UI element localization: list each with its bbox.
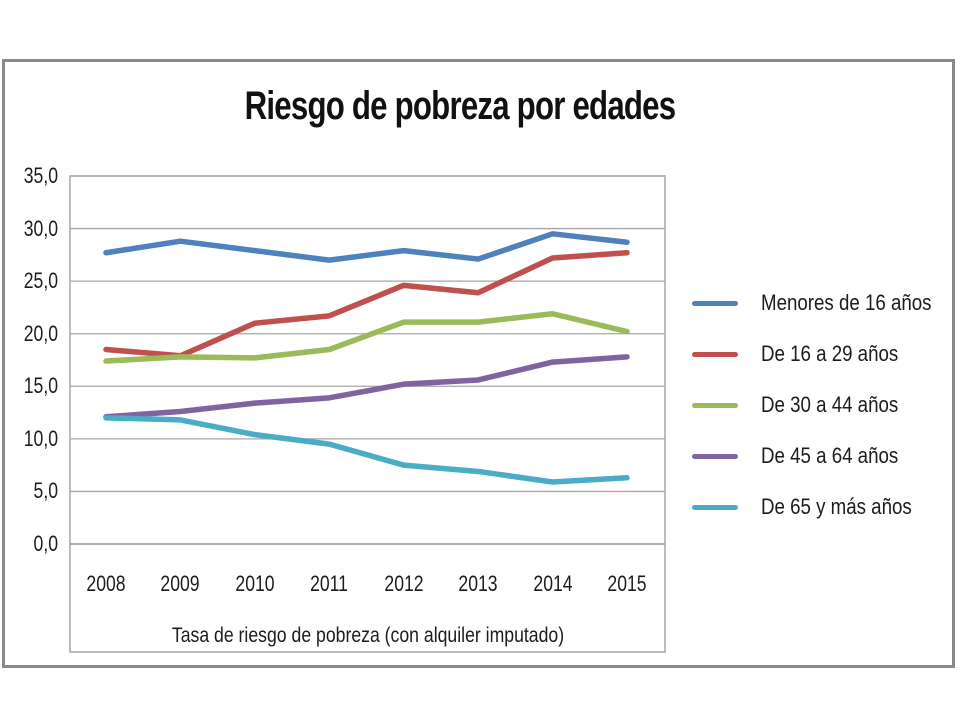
y-tick-label: 30,0	[23, 215, 58, 241]
series-line	[103, 354, 630, 420]
legend-label: De 65 y más años	[761, 494, 912, 519]
legend-item: De 65 y más años	[692, 494, 960, 519]
x-tick-label: 2008	[86, 571, 126, 596]
x-tick-label: 2011	[310, 571, 349, 596]
y-tick-label: 25,0	[23, 268, 58, 294]
x-axis-title: Tasa de riesgo de pobreza (con alquiler …	[171, 624, 565, 647]
series-line	[103, 310, 630, 364]
legend-item: Menores de 16 años	[692, 290, 960, 315]
legend-label: Menores de 16 años	[761, 290, 932, 315]
x-tick-label: 2009	[160, 571, 200, 596]
series-line	[103, 415, 630, 485]
plot-border	[69, 175, 666, 653]
legend-label: De 45 a 64 años	[761, 443, 899, 468]
x-tick-label: 2013	[458, 571, 498, 596]
legend-line-swatch	[692, 351, 738, 357]
y-tick-label: 15,0	[23, 373, 58, 399]
y-tick-label: 20,0	[23, 320, 58, 346]
legend-label: De 30 a 44 años	[761, 392, 899, 417]
y-tick-label: 0,0	[33, 531, 58, 556]
legend-label: De 16 a 29 años	[761, 341, 899, 366]
series-line	[103, 250, 630, 359]
legend-line-swatch	[692, 402, 738, 408]
legend-line-swatch	[692, 300, 738, 306]
legend-item: De 45 a 64 años	[692, 443, 960, 468]
x-tick-label: 2012	[384, 571, 424, 596]
chart-frame	[2, 59, 955, 668]
x-tick-label: 2015	[607, 571, 647, 596]
legend-line-swatch	[692, 453, 738, 459]
legend-line-swatch	[692, 504, 738, 510]
legend-item: De 30 a 44 años	[692, 392, 960, 417]
series-line	[103, 231, 630, 263]
x-tick-label: 2010	[235, 571, 275, 596]
chart-title: Riesgo de pobreza por edades	[244, 84, 676, 128]
y-tick-label: 35,0	[23, 163, 58, 188]
chart-legend: Menores de 16 años De 16 a 29 años De 30 a…	[692, 290, 960, 519]
y-tick-label: 5,0	[33, 478, 58, 504]
y-tick-label: 10,0	[23, 425, 58, 451]
x-tick-label: 2014	[532, 571, 573, 596]
legend-item: De 16 a 29 años	[692, 341, 960, 366]
